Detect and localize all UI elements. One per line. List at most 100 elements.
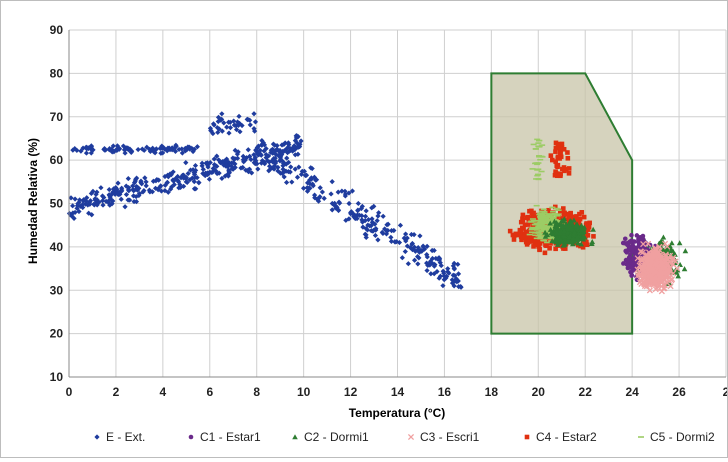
data-point	[531, 244, 536, 249]
data-point	[362, 231, 368, 237]
data-point	[523, 230, 529, 235]
data-point	[346, 200, 352, 207]
data-point	[292, 434, 298, 440]
data-point	[267, 163, 273, 169]
data-point	[219, 128, 225, 134]
y-tick-label: 20	[50, 327, 64, 341]
data-point	[270, 141, 277, 147]
data-point	[443, 273, 450, 279]
data-point	[553, 220, 559, 226]
y-tick-label: 50	[50, 197, 64, 211]
data-point	[569, 216, 575, 222]
data-point	[88, 190, 94, 197]
data-point	[302, 172, 309, 179]
data-point	[655, 267, 662, 274]
data-point	[403, 231, 409, 237]
data-point	[664, 249, 670, 255]
data-point	[670, 270, 677, 277]
comfort-zone-polygon	[490, 72, 634, 335]
data-point	[294, 140, 300, 146]
data-point	[554, 225, 561, 231]
data-point	[591, 234, 596, 239]
data-point	[245, 116, 251, 123]
data-point	[670, 250, 677, 256]
y-tick-label: 40	[50, 240, 64, 254]
data-point	[331, 202, 337, 208]
data-point	[382, 227, 389, 233]
data-point	[364, 227, 371, 233]
data-point	[279, 142, 285, 148]
data-point	[649, 273, 656, 280]
data-point	[675, 273, 681, 279]
data-point	[123, 145, 129, 151]
data-point	[226, 170, 233, 176]
data-point	[550, 231, 556, 237]
data-point	[412, 248, 419, 254]
data-point	[103, 147, 109, 153]
data-point	[360, 224, 366, 230]
data-point	[213, 168, 219, 174]
data-point	[226, 130, 232, 136]
data-point	[578, 222, 585, 228]
data-point	[108, 197, 114, 203]
data-point	[179, 150, 185, 156]
data-point	[135, 146, 141, 153]
data-point	[566, 234, 573, 240]
data-point	[162, 182, 168, 188]
legend-item: E - Ext.	[94, 430, 145, 444]
data-point	[179, 146, 185, 152]
data-point	[548, 241, 553, 246]
data-point	[388, 234, 394, 241]
data-point	[404, 243, 410, 249]
data-point	[184, 179, 190, 185]
data-point	[451, 283, 457, 289]
legend: E - Ext. C1 - Estar1 C2 - Dormi1 C3 - Escri…	[94, 430, 715, 444]
data-point	[589, 240, 595, 246]
data-point	[630, 245, 635, 251]
data-point	[150, 178, 157, 184]
data-point	[555, 222, 562, 228]
data-point	[315, 198, 322, 204]
data-point	[573, 223, 580, 229]
data-point	[231, 122, 237, 128]
data-point	[424, 251, 430, 258]
data-point	[171, 182, 177, 188]
data-point	[291, 143, 297, 149]
data-point	[130, 193, 137, 199]
y-axis-title: Humedad Relativa (%)	[26, 138, 40, 264]
data-point	[152, 185, 159, 191]
data-point	[240, 157, 246, 163]
data-point	[264, 158, 271, 164]
data-point	[362, 213, 369, 219]
data-point	[445, 269, 451, 275]
data-point	[553, 159, 558, 164]
data-point	[355, 207, 361, 213]
data-point	[555, 155, 561, 161]
data-point	[359, 217, 365, 223]
data-point	[575, 219, 581, 225]
data-point	[304, 188, 311, 194]
data-point	[173, 142, 179, 148]
data-point	[429, 247, 435, 254]
data-point	[677, 261, 683, 268]
data-point	[283, 179, 290, 186]
data-point	[186, 144, 192, 150]
data-point	[544, 243, 549, 249]
data-point	[187, 177, 193, 183]
data-point	[641, 272, 648, 279]
data-point	[255, 166, 261, 172]
data-point	[517, 227, 523, 233]
data-point	[365, 222, 371, 228]
data-point	[308, 165, 314, 171]
data-point	[109, 149, 115, 155]
data-point	[336, 200, 343, 206]
data-point	[123, 191, 130, 198]
data-point	[192, 175, 198, 181]
data-point	[266, 159, 272, 165]
data-point	[277, 158, 283, 164]
data-point	[288, 146, 294, 152]
x-tick-label: 14	[391, 385, 405, 399]
data-point	[285, 169, 291, 175]
data-point	[585, 233, 591, 238]
